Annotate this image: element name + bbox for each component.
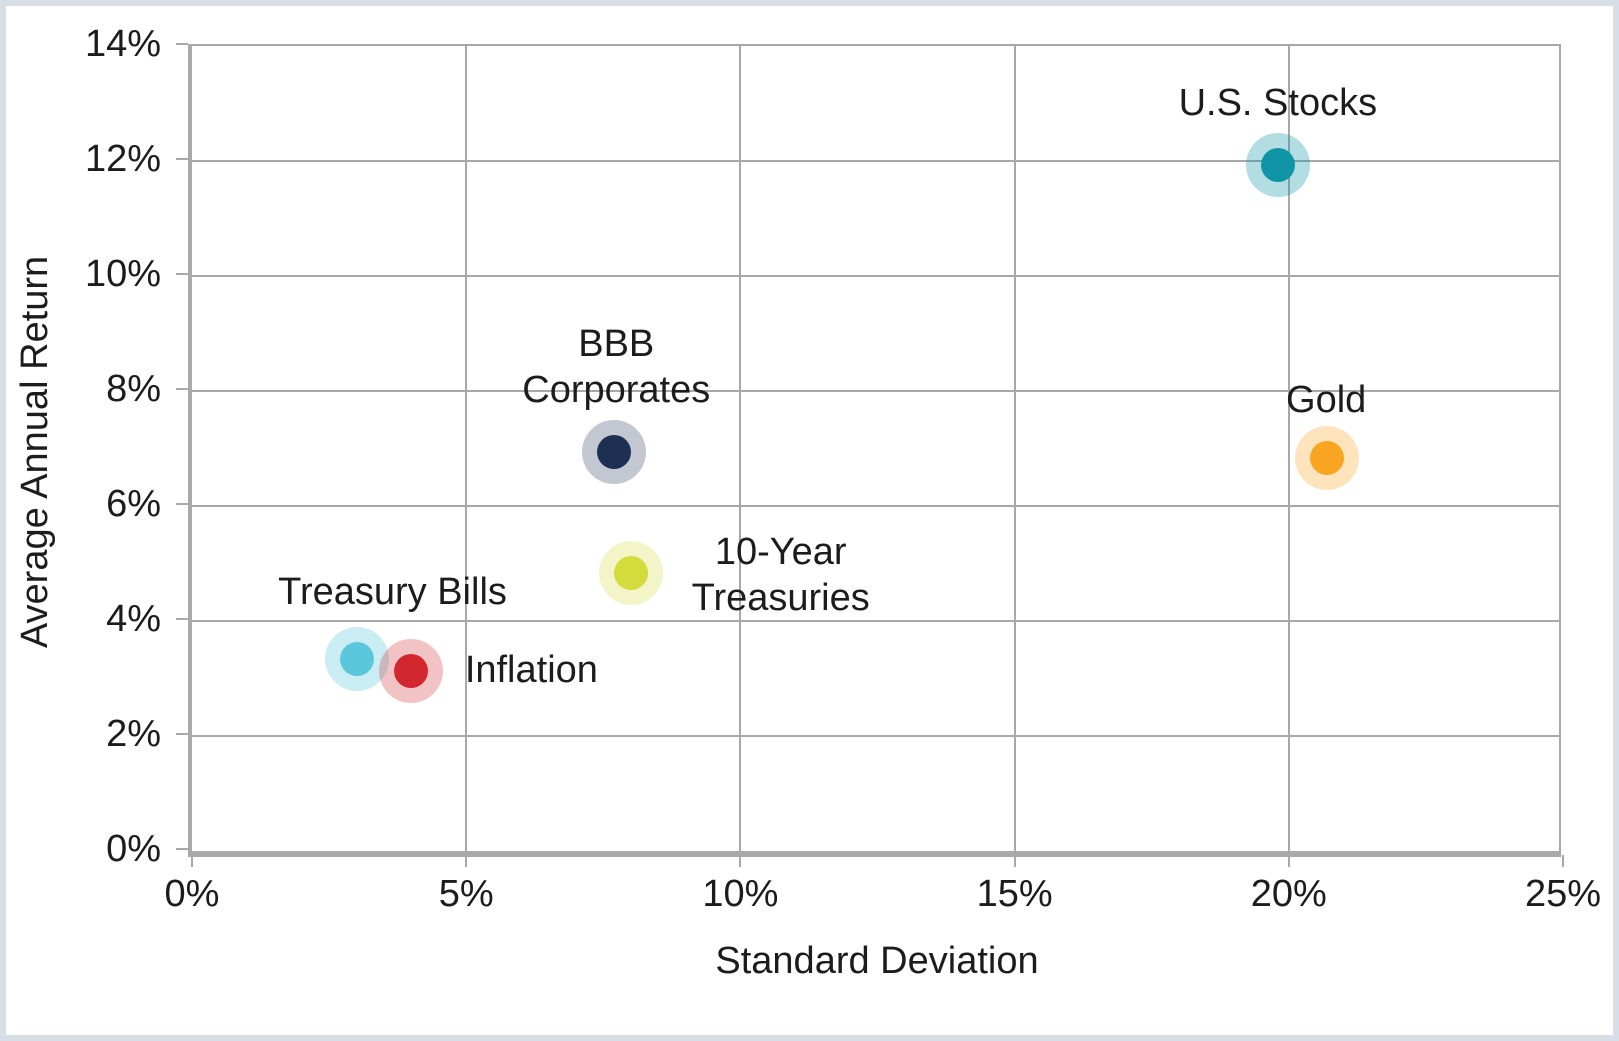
gridline-x-10: [739, 46, 742, 851]
point-label-bbb-corporates: BBB Corporates: [522, 323, 711, 412]
x-tick-mark-25: [1562, 855, 1564, 867]
gridline-y-4: [192, 620, 1559, 622]
x-tick-mark-10: [739, 855, 742, 867]
x-axis-title: Standard Deviation: [715, 940, 1039, 982]
y-tick-mark-6: [176, 503, 188, 505]
x-tick-label-0: 0%: [164, 873, 220, 915]
y-tick-mark-12: [176, 158, 188, 160]
y-tick-label-6: 6%: [106, 483, 161, 525]
marker-gold: [1310, 441, 1345, 475]
gridline-x-20: [1287, 46, 1290, 851]
x-tick-label-5: 5%: [438, 873, 494, 915]
y-tick-label-14: 14%: [84, 23, 161, 65]
y-tick-mark-0: [176, 848, 188, 850]
point-label-treasury-bills: Treasury Bills: [278, 571, 507, 614]
gridline-y-8: [192, 390, 1559, 392]
y-tick-mark-8: [176, 388, 188, 390]
y-tick-mark-2: [176, 733, 188, 735]
point-label-us-stocks: U.S. Stocks: [1178, 81, 1378, 124]
x-tick-mark-15: [1013, 855, 1016, 867]
point-label-gold: Gold: [1286, 379, 1367, 421]
y-tick-mark-4: [176, 618, 188, 620]
gridline-y-6: [192, 505, 1559, 507]
y-tick-label-8: 8%: [106, 368, 161, 410]
marker-bbb-corporates: [597, 435, 632, 470]
marker-us-stocks: [1260, 147, 1295, 182]
x-tick-mark-20: [1287, 855, 1290, 867]
y-axis-title: Average Annual Return: [14, 255, 56, 649]
x-tick-mark-5: [465, 855, 468, 867]
y-tick-label-2: 2%: [106, 713, 161, 755]
y-tick-mark-14: [176, 43, 188, 45]
gridline-x-5: [465, 46, 468, 851]
x-tick-label-20: 20%: [1250, 873, 1327, 915]
x-tick-label-25: 25%: [1524, 873, 1602, 915]
y-tick-label-4: 4%: [106, 598, 161, 640]
marker-treasury-bills: [339, 642, 374, 677]
point-label-inflation: Inflation: [464, 648, 598, 691]
y-tick-mark-10: [176, 273, 188, 275]
gridline-y-2: [192, 735, 1559, 737]
x-tick-label-10: 10%: [702, 873, 779, 915]
y-tick-label-10: 10%: [84, 253, 161, 295]
marker-inflation: [394, 653, 429, 688]
marker-ten-year-treasuries: [613, 556, 648, 590]
x-tick-label-15: 15%: [976, 873, 1053, 915]
y-tick-label-0: 0%: [106, 828, 161, 870]
gridline-y-10: [192, 275, 1559, 277]
gridline-x-15: [1013, 46, 1016, 851]
plot-area: [188, 44, 1561, 857]
x-tick-mark-0: [191, 855, 193, 867]
point-label-ten-year-treasuries: 10-Year Treasuries: [691, 531, 870, 619]
y-tick-label-12: 12%: [84, 138, 161, 180]
gridline-y-12: [192, 160, 1559, 162]
